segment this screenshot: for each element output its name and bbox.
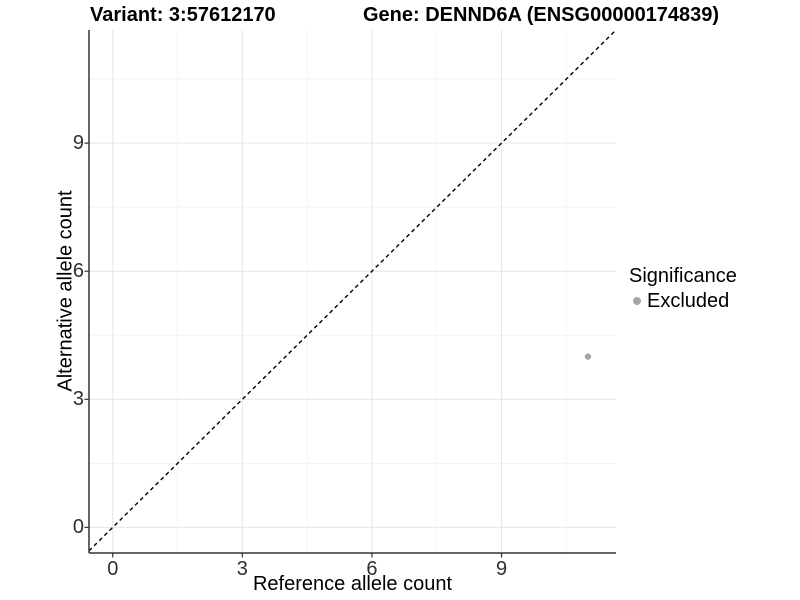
data-point <box>584 353 592 360</box>
x-tick-label: 0 <box>107 558 119 580</box>
x-tick-label: 6 <box>366 558 378 580</box>
y-axis-title: Alternative allele count <box>54 190 77 392</box>
gene-title: Gene: DENND6A (ENSG00000174839) <box>363 4 720 26</box>
y-tick-label: 9 <box>72 132 84 155</box>
identity-line <box>88 29 617 552</box>
y-tick-label: 0 <box>72 516 84 539</box>
x-tick-label: 9 <box>495 558 508 580</box>
y-tick-label: 3 <box>72 388 84 411</box>
legend: Significance Excluded <box>629 264 737 313</box>
legend-item-excluded: Excluded <box>629 289 737 313</box>
legend-title: Significance <box>629 265 737 287</box>
legend-point-icon <box>633 297 641 305</box>
x-axis-title: Reference allele count <box>252 573 452 595</box>
legend-item-label: Excluded <box>647 289 730 312</box>
variant-title: Variant: 3:57612170 <box>90 4 276 26</box>
y-tick-label: 6 <box>72 260 84 283</box>
x-tick-label: 3 <box>236 558 248 580</box>
